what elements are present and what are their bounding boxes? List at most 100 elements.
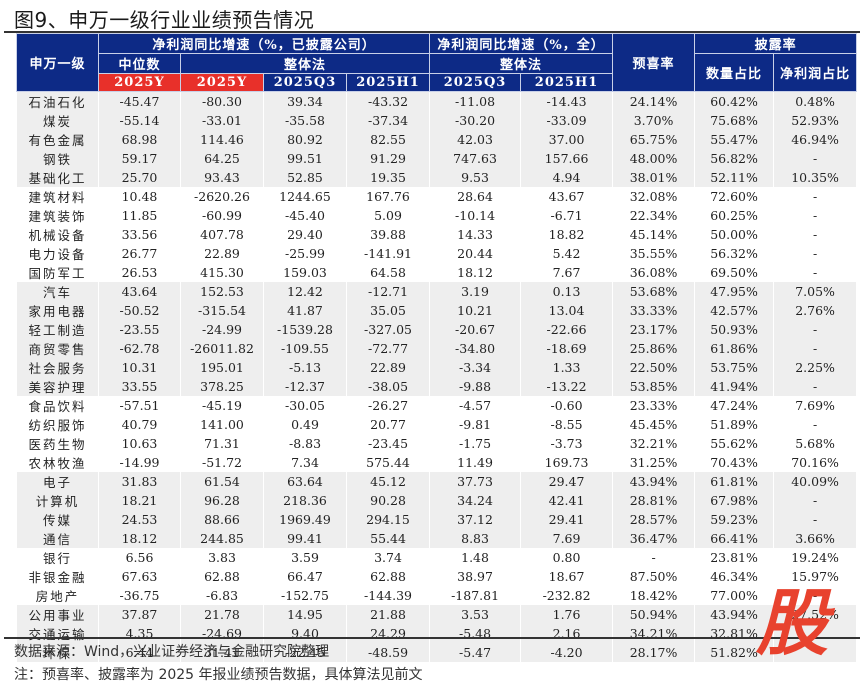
cell-profit-share: -: [773, 244, 858, 263]
cell-overall-2025q3: -152.75: [263, 586, 347, 605]
table-row: 银行 6.56 3.83 3.59 3.74 1.48 0.80-23.81% 19.24%: [16, 548, 858, 567]
cell-pre-happy: 22.34%: [612, 206, 696, 225]
cell-industry: 食品饮料: [16, 396, 99, 415]
title-divider: [4, 31, 860, 33]
cell-overall-2025y: -6.83: [180, 586, 264, 605]
cell-overall-2025y: 61.54: [180, 472, 264, 491]
cell-overall-2025y: 152.53: [180, 282, 264, 301]
cell-pre-happy: 38.01%: [612, 168, 696, 187]
cell-all-2025h1: -4.20: [520, 643, 614, 662]
cell-pre-happy: 45.14%: [612, 225, 696, 244]
cell-median-2025y: 67.63: [98, 567, 181, 586]
cell-all-2025h1: -18.69: [520, 339, 614, 358]
cell-count-share: 56.32%: [694, 244, 775, 263]
cell-count-share: 56.82%: [694, 149, 775, 168]
cell-all-2025q3: -187.81: [429, 586, 522, 605]
cell-overall-2025q3: -1539.28: [263, 320, 347, 339]
cell-all-2025h1: -232.82: [520, 586, 614, 605]
cell-overall-2025h1: 64.58: [345, 263, 431, 282]
table-row: 通信 18.12 244.85 99.41 55.44 8.83 7.69 36.47% 66.…: [16, 529, 858, 548]
cell-industry: 钢铁: [16, 149, 99, 168]
cell-median-2025y: 10.31: [98, 358, 181, 377]
cell-median-2025y: 6.56: [98, 548, 181, 567]
cell-overall-2025h1: 35.05: [345, 301, 431, 320]
table-row: 商贸零售 -62.78 -26011.82 -109.55 -72.77 -34.80 -1…: [16, 339, 858, 358]
cell-count-share: 51.89%: [694, 415, 775, 434]
cell-all-2025h1: 37.00: [520, 130, 614, 149]
cell-all-2025q3: 3.19: [429, 282, 522, 301]
cell-overall-2025y: 378.25: [180, 377, 264, 396]
cell-overall-2025h1: 62.88: [345, 567, 431, 586]
cell-profit-share: 7.05%: [773, 282, 858, 301]
cell-overall-2025y: 244.85: [180, 529, 264, 548]
table-row: 家用电器 -50.52 -315.54 41.87 35.05 10.21 13.04 33.…: [16, 301, 858, 320]
cell-overall-2025q3: 14.95: [263, 605, 347, 624]
table-row: 社会服务 10.31 195.01 -5.13 22.89 -3.34 1.33 22.50%…: [16, 358, 858, 377]
cell-overall-2025h1: 91.29: [345, 149, 431, 168]
cell-count-share: 61.81%: [694, 472, 775, 491]
cell-profit-share: -: [773, 206, 858, 225]
cell-industry: 商贸零售: [16, 339, 99, 358]
cell-profit-share: -: [773, 415, 858, 434]
cell-overall-2025q3: 99.41: [263, 529, 347, 548]
cell-pre-happy: 87.50%: [612, 567, 696, 586]
table-row: 轻工制造 -23.55 -24.99 -1539.28 -327.05 -20.67 -22…: [16, 320, 858, 339]
cell-pre-happy: 34.21%: [612, 624, 696, 643]
cell-industry: 纺织服饰: [16, 415, 99, 434]
table-row: 汽车 43.64 152.53 12.42 -12.71 3.19 0.13 53.68% 47…: [16, 282, 858, 301]
cell-pre-happy: 36.47%: [612, 529, 696, 548]
cell-median-2025y: 11.85: [98, 206, 181, 225]
cell-overall-2025h1: -38.05: [345, 377, 431, 396]
cell-profit-share: -: [773, 225, 858, 244]
cell-overall-2025y: 21.78: [180, 605, 264, 624]
cell-overall-2025y: -45.19: [180, 396, 264, 415]
cell-overall-2025y: 71.31: [180, 434, 264, 453]
cell-profit-share: -: [773, 263, 858, 282]
header-group-disclosed: 净利润同比增速（%，已披露公司）: [97, 33, 431, 54]
cell-count-share: 59.23%: [694, 510, 775, 529]
header-profit-share: 净利润占比: [773, 53, 858, 92]
cell-all-2025h1: -0.60: [520, 396, 614, 415]
cell-all-2025h1: 4.94: [520, 168, 614, 187]
cell-pre-happy: 28.81%: [612, 491, 696, 510]
cell-all-2025q3: 9.53: [429, 168, 522, 187]
table-row: 纺织服饰 40.79 141.00 0.49 20.77 -9.81 -8.55 45.45%…: [16, 415, 858, 434]
cell-pre-happy: 33.33%: [612, 301, 696, 320]
cell-count-share: 46.34%: [694, 567, 775, 586]
cell-overall-2025h1: -141.91: [345, 244, 431, 263]
cell-profit-share: 2.76%: [773, 301, 858, 320]
cell-median-2025y: 10.48: [98, 187, 181, 206]
cell-overall-2025h1: -43.32: [345, 91, 431, 111]
cell-count-share: 70.43%: [694, 453, 775, 472]
cell-median-2025y: 40.79: [98, 415, 181, 434]
cell-pre-happy: 23.17%: [612, 320, 696, 339]
header-count-share: 数量占比: [694, 53, 775, 92]
cell-overall-2025q3: -5.13: [263, 358, 347, 377]
cell-overall-2025y: -24.99: [180, 320, 264, 339]
header-overall-all: 整体法: [429, 53, 614, 74]
cell-all-2025h1: 157.66: [520, 149, 614, 168]
cell-median-2025y: -62.78: [98, 339, 181, 358]
cell-overall-2025y: -2620.26: [180, 187, 264, 206]
cell-count-share: 55.47%: [694, 130, 775, 149]
cell-industry: 社会服务: [16, 358, 99, 377]
cell-overall-2025y: 141.00: [180, 415, 264, 434]
watermark-logo: 股: [756, 581, 829, 665]
cell-pre-happy: 35.55%: [612, 244, 696, 263]
cell-overall-2025h1: -37.34: [345, 111, 431, 130]
cell-overall-2025q3: 3.59: [263, 548, 347, 567]
cell-overall-2025y: 93.43: [180, 168, 264, 187]
cell-all-2025h1: 1.76: [520, 605, 614, 624]
cell-median-2025y: 59.17: [98, 149, 181, 168]
cell-count-share: 43.94%: [694, 605, 775, 624]
note-text: 注：预喜率、披露率为 2025 年报业绩预告数据，具体算法见前文: [14, 667, 423, 683]
table-row: 石油石化 -45.47 -80.30 39.34 -43.32 -11.08 -14.43 2…: [16, 91, 858, 111]
cell-median-2025y: -23.55: [98, 320, 181, 339]
figure-title: 图9、申万一级行业业绩预告情况: [14, 8, 315, 32]
cell-overall-2025h1: 82.55: [345, 130, 431, 149]
cell-profit-share: -: [773, 320, 858, 339]
cell-count-share: 66.41%: [694, 529, 775, 548]
cell-all-2025q3: 42.03: [429, 130, 522, 149]
cell-median-2025y: 33.56: [98, 225, 181, 244]
table-row: 国防军工 26.53 415.30 159.03 64.58 18.12 7.67 36.08…: [16, 263, 858, 282]
